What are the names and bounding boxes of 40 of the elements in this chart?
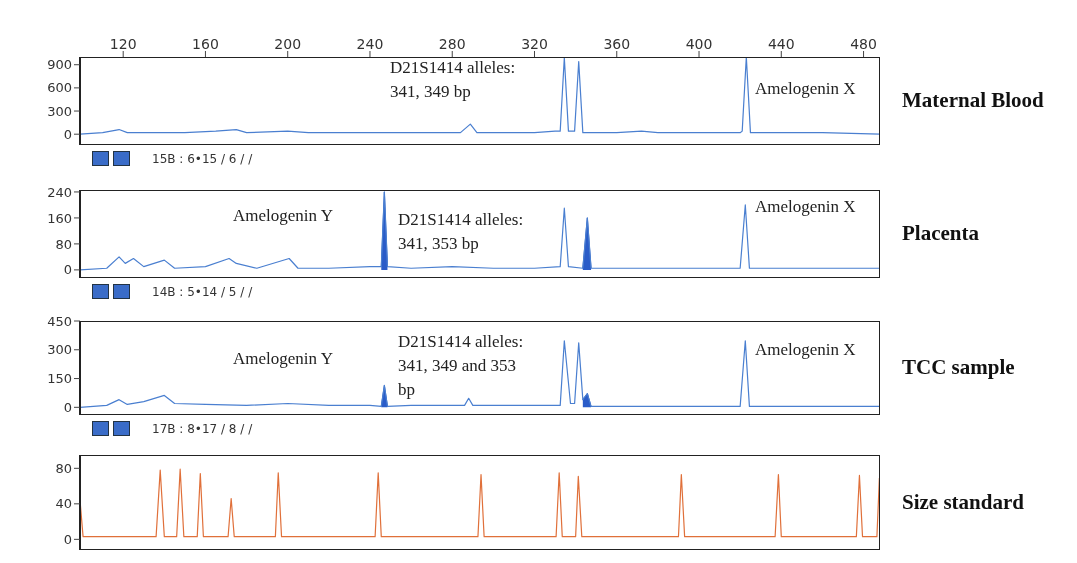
y-tick-label: 40 — [55, 496, 72, 512]
y-tick-label: 160 — [47, 210, 72, 226]
y-tick-label: 0 — [63, 399, 72, 415]
y-tick-label: 300 — [47, 103, 72, 119]
y-tick-label: 80 — [55, 236, 72, 252]
text: 14B : 5•14 / 5 / / — [152, 284, 253, 299]
x-tick-label: 240 — [356, 36, 384, 52]
y-tick-label: 0 — [63, 531, 72, 547]
x-tick-label: 160 — [192, 36, 219, 52]
x-tick-label: 200 — [274, 36, 302, 52]
x-tick-label: 480 — [850, 36, 877, 52]
y-tick-label: 0 — [63, 262, 72, 278]
y-tick-label: 900 — [47, 57, 72, 73]
y-tick-label: 150 — [47, 371, 72, 387]
annotation: D21S1414 alleles: 341, 353 bp — [398, 209, 524, 255]
x-tick-label: 360 — [603, 36, 631, 52]
text: Size standard — [902, 489, 1024, 515]
x-tick-label: 120 — [109, 36, 137, 52]
annotation: Amelogenin X — [755, 78, 856, 100]
x-tick-label: 400 — [685, 36, 713, 52]
x-tick-label: 440 — [767, 36, 795, 52]
y-tick-label: 80 — [55, 460, 72, 476]
annotation: Amelogenin X — [755, 339, 856, 361]
annotation: Amelogenin X — [755, 196, 856, 218]
text: 15B : 6•15 / 6 / / — [152, 151, 253, 166]
annotation: Amelogenin Y — [233, 205, 333, 227]
y-tick-label: 0 — [63, 126, 72, 142]
y-tick-label: 600 — [47, 80, 72, 96]
text: 17B : 8•17 / 8 / / — [152, 421, 253, 436]
y-tick-label: 240 — [47, 184, 72, 200]
x-tick-label: 280 — [438, 36, 466, 52]
text: Placenta — [902, 221, 979, 246]
text: TCC sample — [902, 355, 1015, 380]
text: Maternal Blood — [902, 88, 1044, 113]
annotation: Amelogenin Y — [233, 348, 333, 370]
line-series — [80, 468, 880, 538]
annotation: D21S1414 alleles: 341, 349 and 353 bp — [398, 331, 524, 401]
x-tick-label: 320 — [521, 36, 548, 52]
y-tick-label: 300 — [47, 342, 72, 358]
annotation: D21S1414 alleles: 341, 349 bp — [390, 57, 516, 103]
